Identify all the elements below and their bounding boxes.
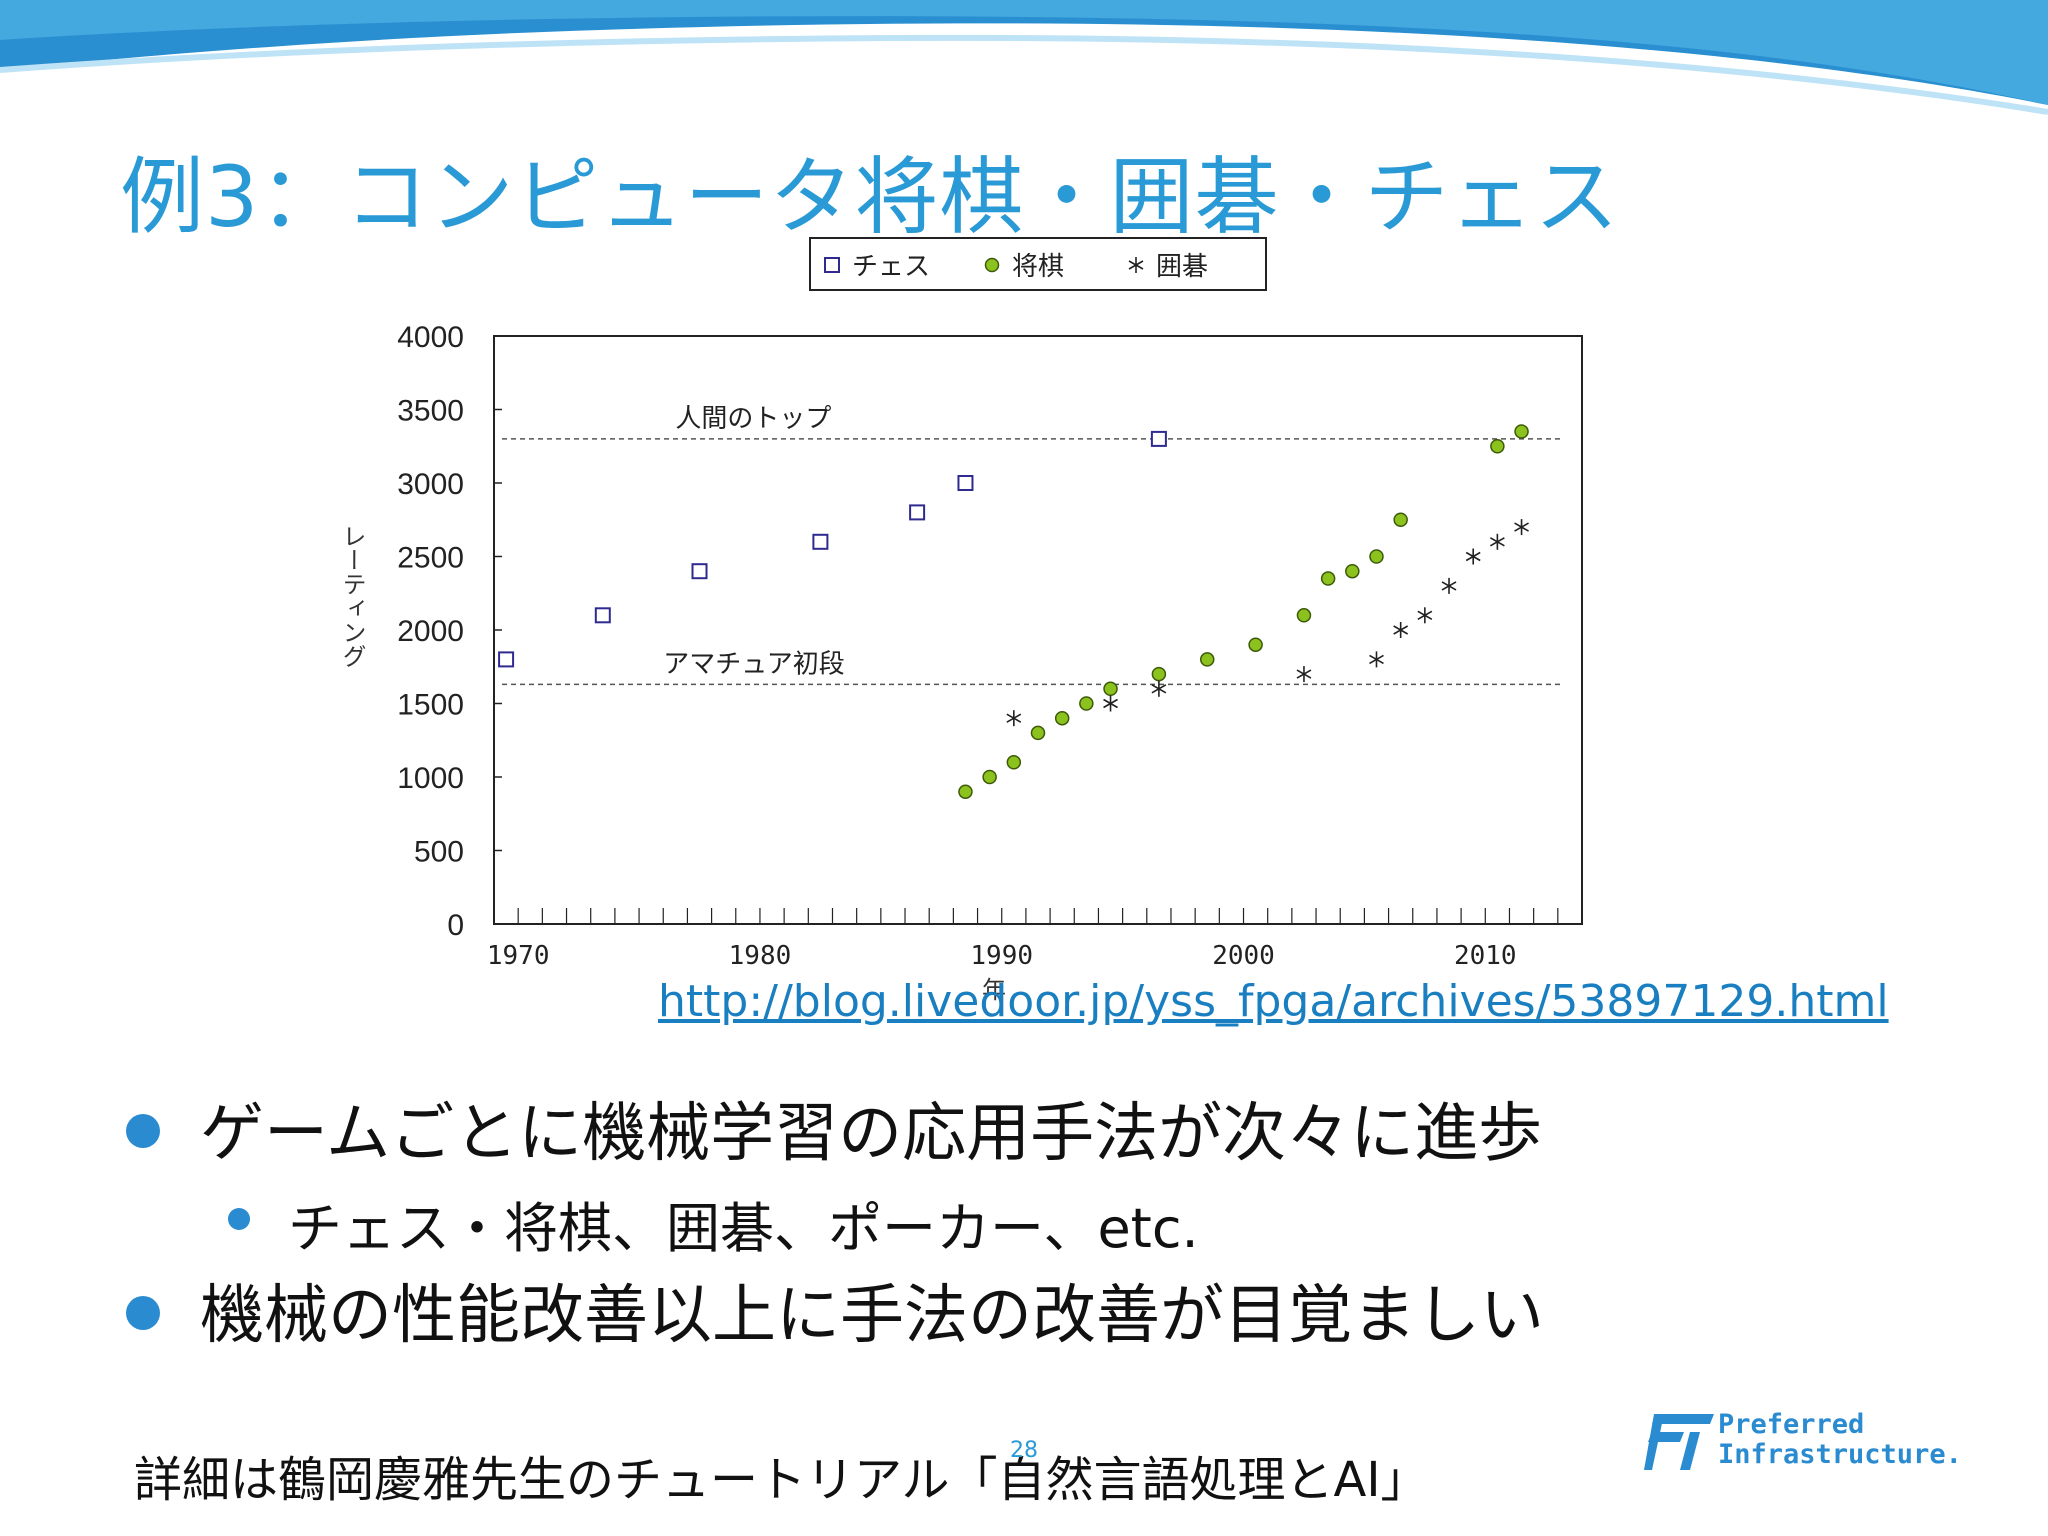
chess-point: [594, 607, 611, 624]
bullet-2: 機械の性能改善以上に手法の改善が目覚ましい: [200, 1279, 1544, 1353]
asterisk-stroke: [1296, 669, 1312, 679]
company-logo-icon: [1644, 1414, 1714, 1470]
shogi-point: [1369, 549, 1384, 564]
go-point: [1393, 622, 1409, 638]
asterisk-stroke: [1369, 654, 1384, 665]
page-number: 28: [1010, 1438, 1038, 1463]
shogi-point: [1079, 696, 1094, 711]
asterisk-stroke: [1006, 713, 1022, 723]
shogi-point: [1006, 755, 1022, 770]
shogi-point: [958, 784, 973, 799]
asterisk-stroke: [1128, 260, 1144, 270]
shogi-point: [1345, 563, 1360, 579]
legend-marker: [1128, 257, 1144, 273]
y-tick-label: 2000: [397, 615, 464, 648]
logo-line-2: Infrastructure.: [1718, 1439, 1962, 1470]
chess-point: [812, 533, 829, 550]
legend-marker: [984, 257, 1000, 273]
y-tick-label: 1500: [397, 689, 464, 722]
legend-label: チェス: [852, 252, 930, 282]
y-tick-label: 3500: [397, 395, 464, 428]
shogi-point: [1103, 681, 1118, 697]
y-tick-label: 500: [414, 836, 464, 869]
x-tick-label: 2010: [1454, 941, 1517, 971]
chart-legend: チェス 将棋 囲碁: [809, 237, 1267, 291]
go-point: [1441, 577, 1457, 594]
y-tick-label: 2500: [397, 542, 464, 575]
header-waves: [0, 0, 2048, 115]
y-tick-label: 4000: [397, 321, 464, 354]
shogi-point: [1199, 652, 1215, 667]
go-point: [1296, 666, 1312, 683]
chess-point: [498, 651, 515, 668]
shogi-point: [1320, 571, 1336, 586]
go-point: [1465, 548, 1481, 565]
y-axis-label: レーティング: [338, 524, 366, 668]
rating-chart: チェス 将棋 囲碁 0 500 1000 1500 2000 2500 3000 3500 4000…: [338, 237, 1583, 1004]
go-point: [1151, 680, 1167, 697]
asterisk-stroke: [1151, 684, 1167, 694]
x-tick-label: 1980: [729, 941, 792, 971]
legend-box: [809, 237, 1267, 291]
x-tick-label: 1990: [970, 941, 1033, 971]
shogi-point: [1514, 424, 1529, 439]
shogi-point: [1054, 710, 1070, 726]
x-tick-label: 1970: [487, 941, 550, 971]
shogi-point: [1296, 608, 1312, 623]
go-point: [1514, 519, 1529, 536]
x-tick-label: 2000: [1212, 941, 1275, 971]
shogi-point: [982, 769, 997, 785]
legend-label: 将棋: [1012, 252, 1064, 282]
slide-title: 例3：コンピュータ将棋・囲碁・チェス: [120, 148, 1620, 246]
x-axis-label: 年: [982, 976, 1006, 1004]
shogi-point: [1030, 725, 1046, 741]
asterisk-stroke: [1514, 522, 1529, 532]
bullet-dot: [126, 1296, 160, 1330]
bullet-dot: [126, 1114, 160, 1148]
sub-bullet-1: チェス・将棋、囲碁、ポーカー、etc.: [288, 1197, 1199, 1260]
logo-line-1: Preferred: [1718, 1409, 1865, 1440]
shogi-point: [1248, 637, 1263, 652]
reference-line-label: アマチュア初段: [663, 649, 844, 679]
plot-frame: [493, 335, 1583, 925]
y-tick-label: 1000: [397, 762, 464, 795]
chess-point: [957, 475, 974, 491]
reference-line-label: 人間のトップ: [675, 404, 831, 434]
legend-label: 囲碁: [1156, 252, 1208, 282]
go-point: [1006, 710, 1022, 727]
sub-bullet-dot: [228, 1208, 250, 1230]
go-point: [1489, 533, 1505, 550]
asterisk-stroke: [1417, 610, 1433, 620]
shogi-point: [1393, 512, 1408, 527]
source-link[interactable]: http://blog.livedoor.jp/yss_fpga/archive…: [658, 976, 1889, 1027]
company-logo-text: Preferred Infrastructure.: [1718, 1410, 1962, 1470]
asterisk-stroke: [1441, 581, 1457, 591]
go-point: [1103, 695, 1118, 712]
go-point: [1369, 651, 1384, 668]
asterisk-stroke: [1465, 551, 1481, 562]
legend-marker: [824, 257, 840, 273]
go-point: [1417, 607, 1433, 624]
chess-point: [909, 504, 926, 521]
chess-point: [691, 563, 708, 580]
asterisk-stroke: [1103, 698, 1118, 709]
shogi-point: [1151, 666, 1167, 682]
footnote: 詳細は鶴岡慶雅先生のチュートリアル「自然言語処理とAI」: [134, 1452, 1429, 1508]
y-tick-label: 3000: [397, 468, 464, 501]
asterisk-stroke: [1393, 625, 1409, 635]
shogi-point: [1490, 439, 1505, 454]
asterisk-stroke: [1489, 537, 1505, 547]
bullet-1: ゲームごとに機械学習の応用手法が次々に進歩: [200, 1097, 1543, 1171]
y-tick-label: 0: [447, 909, 464, 942]
chess-point: [1150, 430, 1167, 447]
